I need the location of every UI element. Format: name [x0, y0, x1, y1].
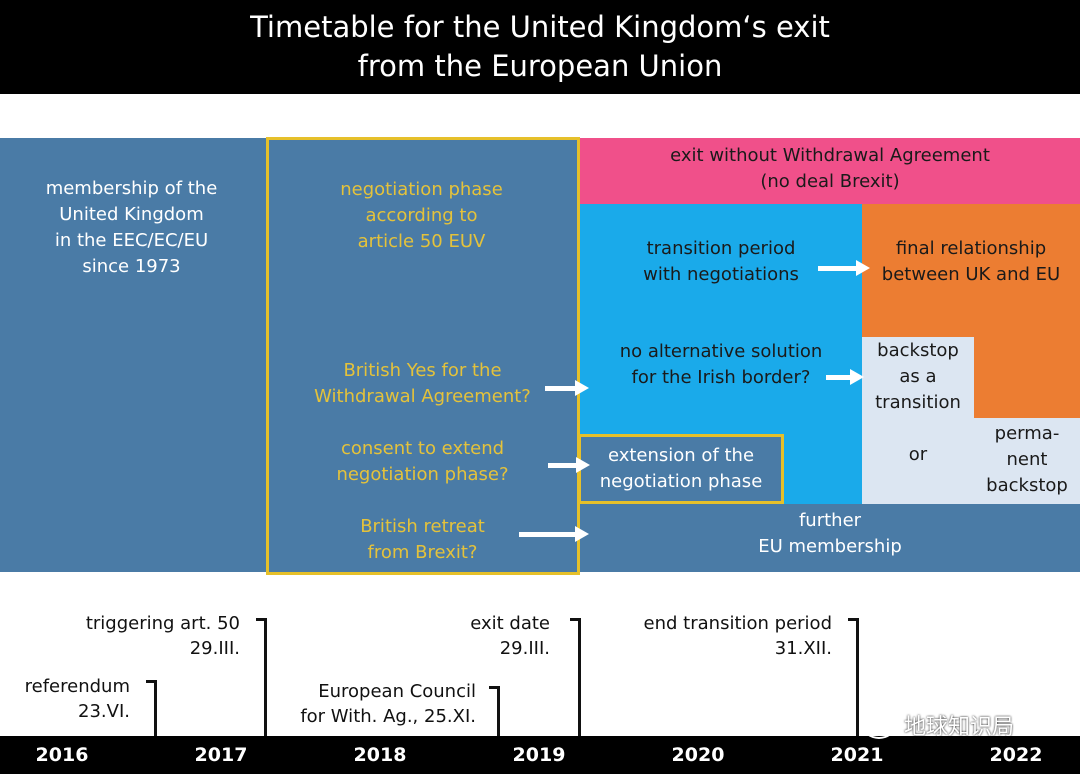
marker-triggering — [256, 618, 267, 739]
title-line-1: Timetable for the United Kingdom‘s exit — [250, 10, 830, 44]
marker-council — [489, 686, 500, 739]
backstop-permanent-block — [974, 418, 1080, 504]
backstop-transition-block — [862, 337, 974, 504]
irish-border-question: no alternative solution for the Irish bo… — [619, 341, 823, 388]
negotiation-phase-block — [266, 137, 580, 575]
negotiation-phase-text: negotiation phase according to article 5… — [340, 179, 503, 252]
watermark-text: 地球知识局 — [904, 715, 1015, 740]
further-membership-text: further EU membership — [758, 510, 902, 557]
year-2019: 2019 — [512, 744, 566, 766]
extension-block — [578, 434, 784, 504]
year-2020: 2020 — [671, 744, 725, 766]
annotation-triggering: triggering art. 50 29.III. — [85, 613, 240, 659]
wechat-icon — [862, 711, 896, 739]
title-line-2: from the European Union — [357, 49, 723, 83]
british-retreat-question: British retreat from Brexit? — [360, 516, 485, 563]
annotation-exit-date: exit date 29.III. — [470, 613, 550, 659]
annotation-end-transition: end transition period 31.XII. — [643, 613, 832, 659]
final-relationship-text: final relationship between UK and EU — [881, 238, 1061, 285]
year-axis — [0, 736, 1080, 774]
membership-text: membership of the United Kingdom in the … — [45, 178, 218, 277]
annotation-referendum: referendum 23.VI. — [24, 676, 130, 722]
year-2022: 2022 — [989, 744, 1043, 766]
membership-block: membership of the United Kingdom in the … — [0, 138, 267, 572]
watermark: 地球知识局 — [862, 709, 1014, 741]
annotation-council: European Council for With. Ag., 25.XI. — [300, 681, 476, 727]
backstop-transition-text: backstop as a transition — [875, 340, 961, 413]
year-2021: 2021 — [830, 744, 884, 766]
consent-extend-question: consent to extend negotiation phase? — [336, 438, 509, 485]
year-2018: 2018 — [353, 744, 407, 766]
no-deal-text: exit without Withdrawal Agreement (no de… — [670, 145, 990, 192]
year-2017: 2017 — [194, 744, 248, 766]
title-banner: Timetable for the United Kingdom‘s exit … — [0, 0, 1080, 94]
marker-end-transition — [848, 618, 859, 739]
or-label: or — [908, 444, 928, 465]
year-2016: 2016 — [35, 744, 89, 766]
no-deal-block — [580, 138, 1080, 204]
further-membership-block — [580, 504, 1080, 572]
transition-text: transition period with negotiations — [643, 238, 799, 285]
extension-text: extension of the negotiation phase — [599, 445, 763, 492]
marker-referendum — [146, 680, 157, 739]
backstop-permanent-text: perma- nent backstop — [986, 423, 1068, 496]
marker-exit-date — [570, 618, 581, 739]
british-yes-question: British Yes for the Withdrawal Agreement… — [314, 360, 531, 407]
